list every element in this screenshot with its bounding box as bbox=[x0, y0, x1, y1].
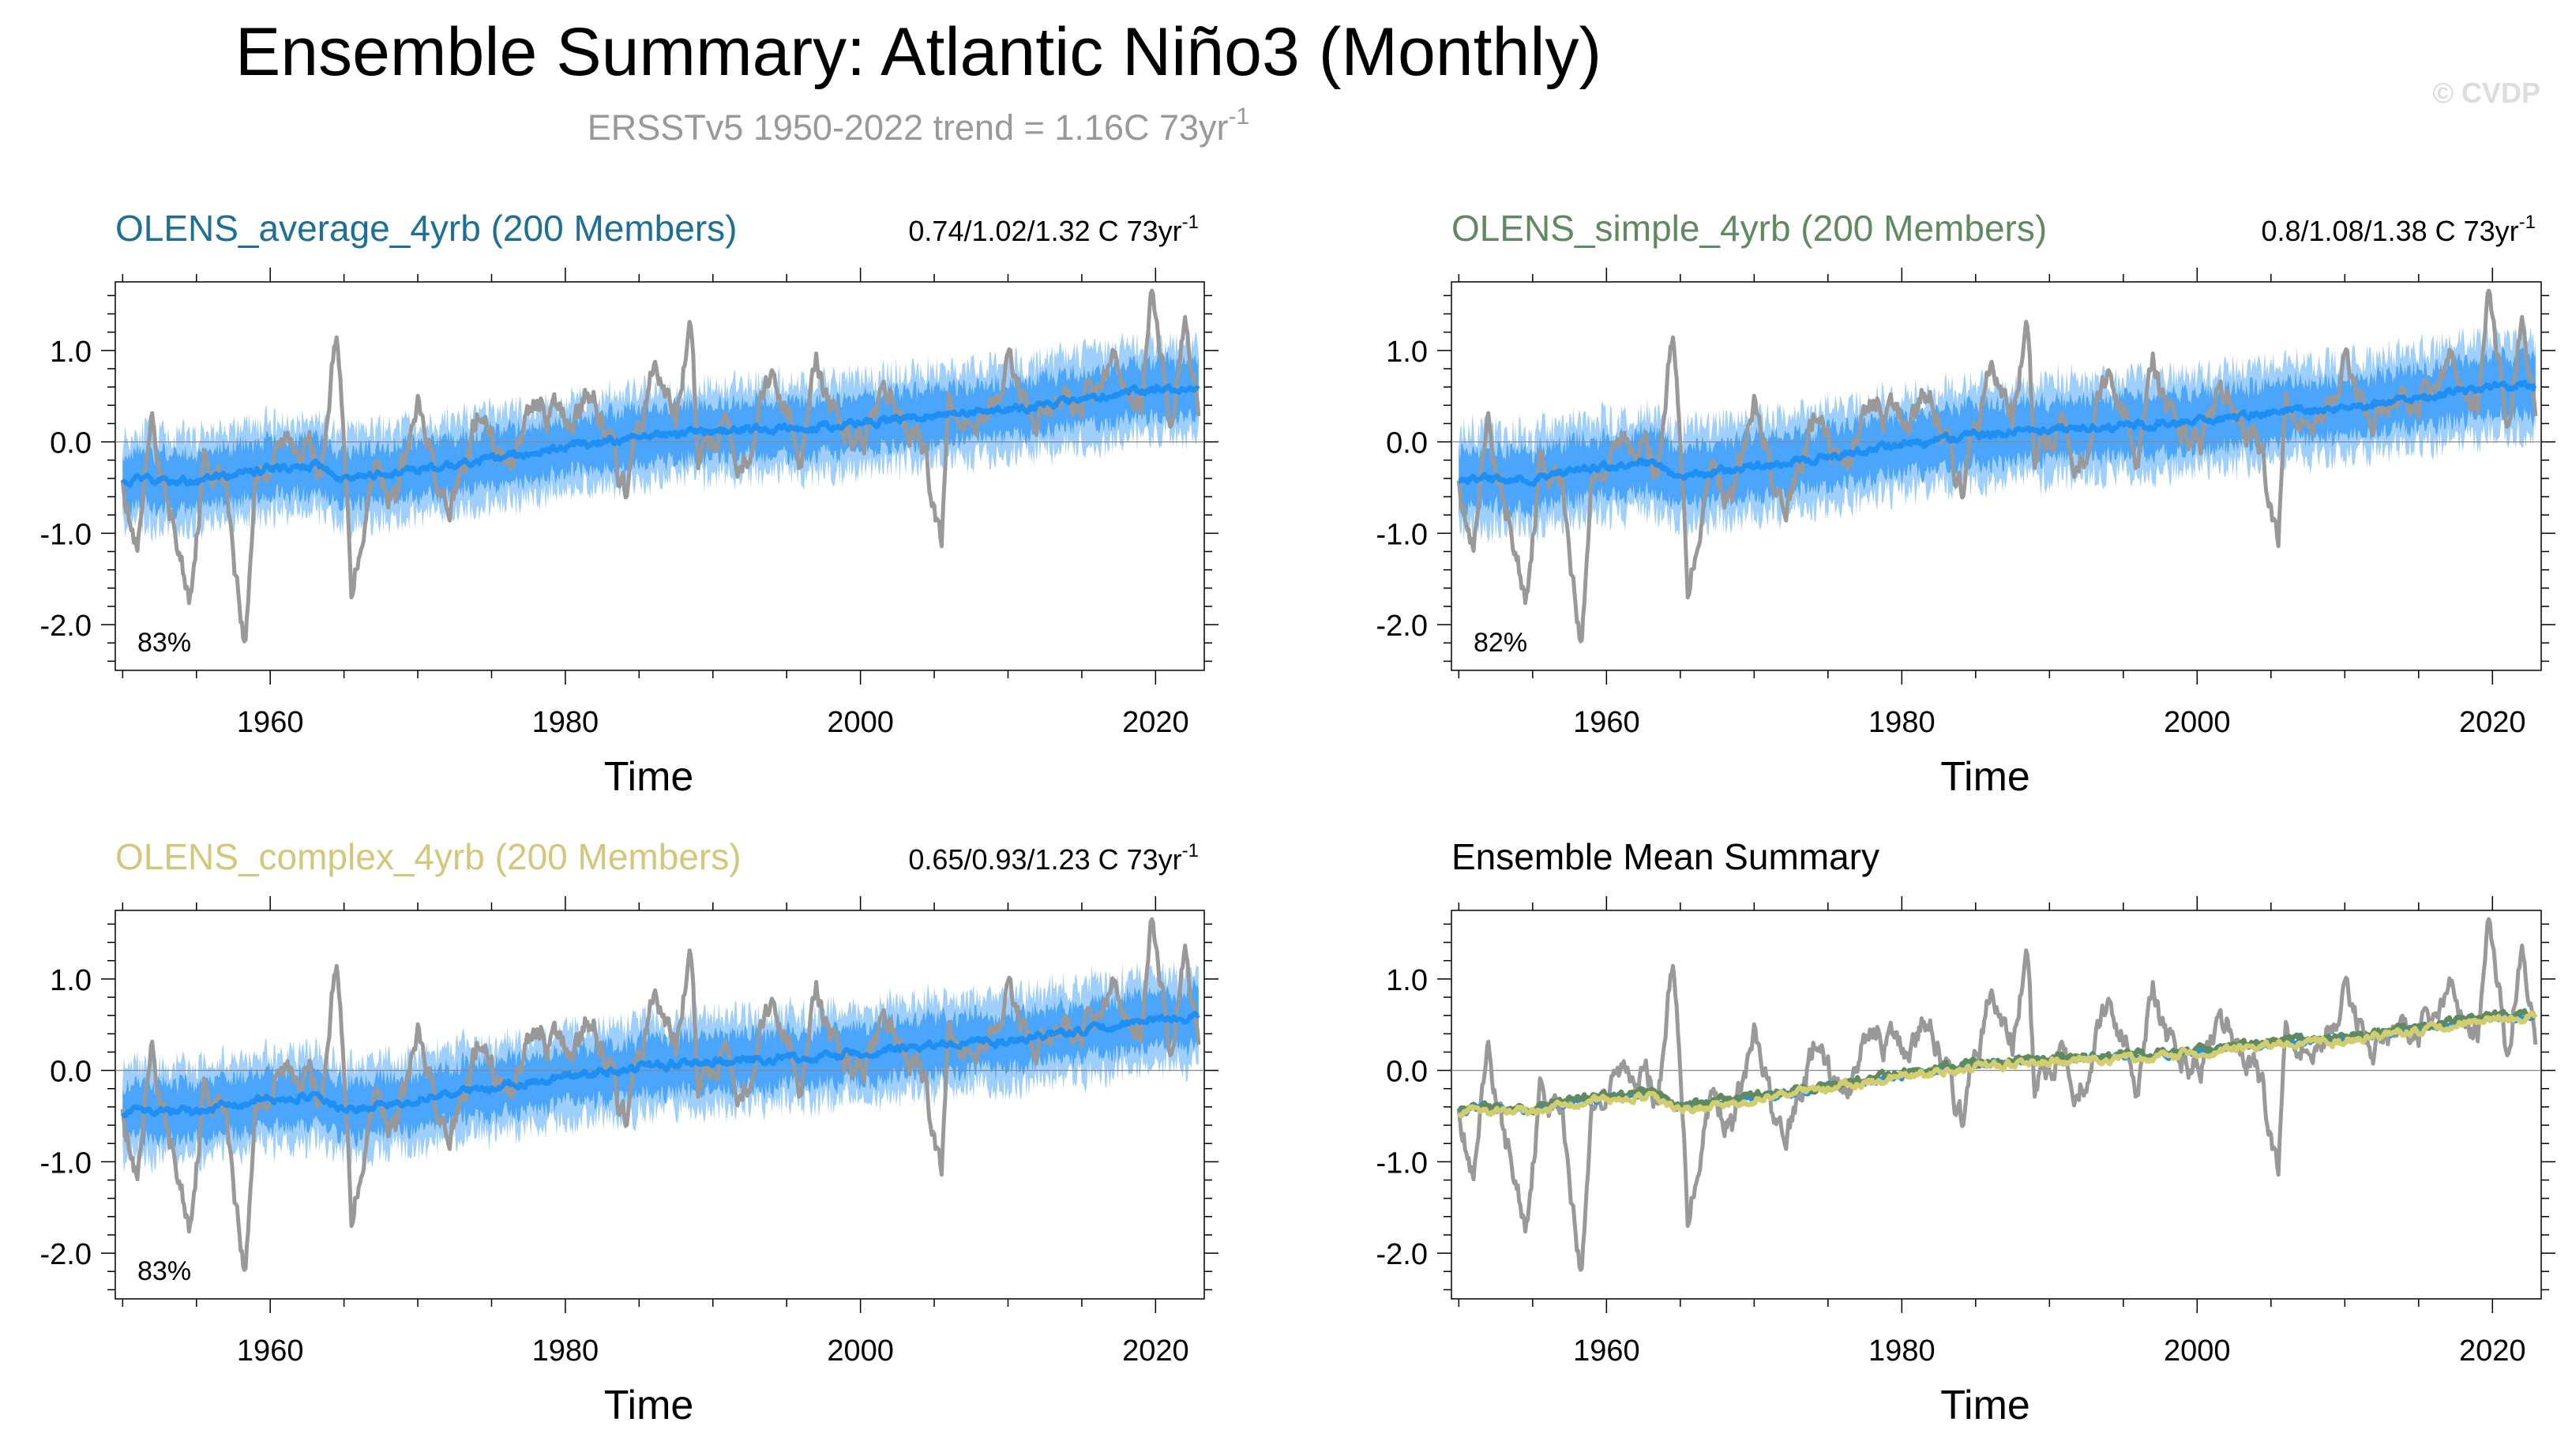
plot-frame bbox=[1451, 910, 2542, 1300]
page-subtitle: ERSSTv5 1950-2022 trend = 1.16C 73yr-1 bbox=[588, 103, 1249, 148]
plot-area bbox=[1451, 917, 2541, 1272]
y-tick-label: 1.0 bbox=[50, 336, 92, 369]
x-tick-label: 2000 bbox=[2164, 1334, 2231, 1368]
x-tick-label: 2020 bbox=[2459, 706, 2526, 739]
x-tick-label: 2000 bbox=[827, 706, 894, 739]
page-subtitle-main: ERSSTv5 1950-2022 trend = 1.16C 73yr bbox=[588, 107, 1229, 148]
panel-average: OLENS_average_4yrb (200 Members) 0.74/1.0… bbox=[40, 208, 1218, 800]
x-tick-label: 1960 bbox=[237, 1334, 304, 1368]
trend-text-superscript: -1 bbox=[1182, 212, 1199, 233]
series-ensemble-mean bbox=[120, 1011, 1200, 1119]
y-tick-label: 1.0 bbox=[1386, 336, 1428, 369]
series-ensemble-mean bbox=[1457, 379, 2537, 487]
x-tick-label: 2000 bbox=[827, 1334, 894, 1368]
x-axis-label: Time bbox=[604, 754, 694, 800]
panel-title: Ensemble Mean Summary bbox=[1451, 836, 1879, 877]
series-observations bbox=[120, 917, 1201, 1272]
x-axis-label: Time bbox=[1940, 754, 2030, 800]
y-tick-label: -2.0 bbox=[1376, 1238, 1428, 1271]
trend-text: 0.65/0.93/1.23 C 73yr-1 bbox=[908, 840, 1199, 876]
y-tick-label: -2.0 bbox=[40, 1238, 92, 1271]
y-tick-label: -1.0 bbox=[40, 1146, 92, 1180]
x-tick-label: 2020 bbox=[1122, 1334, 1189, 1368]
y-tick-label: 0.0 bbox=[1386, 1056, 1428, 1089]
trend-text-main: 0.74/1.02/1.32 C 73yr bbox=[908, 215, 1181, 247]
percent-label: 83% bbox=[137, 628, 191, 658]
page-subtitle-superscript: -1 bbox=[1229, 103, 1250, 129]
x-tick-label: 1980 bbox=[532, 706, 599, 739]
trend-text-superscript: -1 bbox=[2519, 212, 2536, 233]
series-observations bbox=[120, 288, 1201, 644]
plot-frame bbox=[115, 281, 1205, 671]
y-tick-label: -1.0 bbox=[40, 518, 92, 551]
x-tick-label: 1960 bbox=[1573, 706, 1640, 739]
page-title: Ensemble Summary: Atlantic Niño3 (Monthl… bbox=[235, 14, 1601, 90]
trend-text: 0.8/1.08/1.38 C 73yr-1 bbox=[2261, 212, 2536, 247]
y-tick-label: -1.0 bbox=[1376, 518, 1428, 551]
panel-title: OLENS_simple_4yrb (200 Members) bbox=[1451, 208, 2047, 249]
plot-frame bbox=[1451, 281, 2542, 671]
panel-title: OLENS_average_4yrb (200 Members) bbox=[115, 208, 737, 249]
series-ensemble-mean bbox=[120, 383, 1200, 488]
y-tick-label: 0.0 bbox=[1386, 427, 1428, 460]
x-tick-label: 2020 bbox=[1122, 706, 1189, 739]
x-tick-label: 1980 bbox=[532, 1334, 599, 1368]
series-mean-simple bbox=[1457, 1008, 2537, 1116]
x-tick-label: 1980 bbox=[1868, 706, 1936, 739]
plot-area bbox=[115, 917, 1204, 1272]
y-tick-label: 1.0 bbox=[1386, 964, 1428, 997]
x-tick-label: 1980 bbox=[1868, 1334, 1936, 1368]
panel-title: OLENS_complex_4yrb (200 Members) bbox=[115, 836, 742, 877]
plot-area bbox=[1451, 288, 2541, 644]
panel-complex: OLENS_complex_4yrb (200 Members) 0.65/0.9… bbox=[40, 836, 1218, 1428]
trend-text-main: 0.65/0.93/1.23 C 73yr bbox=[908, 843, 1181, 876]
panel-mean-summary: Ensemble Mean Summary 1.0 0.0 -1.0 -2.0 1960 1… bbox=[1376, 836, 2555, 1428]
panel-simple: OLENS_simple_4yrb (200 Members) 0.8/1.08/… bbox=[1376, 208, 2555, 800]
trend-text-main: 0.8/1.08/1.38 C 73yr bbox=[2261, 215, 2518, 247]
plot-frame bbox=[115, 910, 1205, 1300]
x-axis-label: Time bbox=[1940, 1383, 2030, 1428]
y-tick-label: 0.0 bbox=[50, 427, 92, 460]
y-tick-label: -2.0 bbox=[1376, 610, 1428, 643]
y-tick-label: 1.0 bbox=[50, 964, 92, 997]
percent-label: 83% bbox=[137, 1256, 191, 1286]
plot-area bbox=[115, 288, 1204, 644]
y-tick-label: -1.0 bbox=[1376, 1146, 1428, 1180]
x-tick-label: 1960 bbox=[237, 706, 304, 739]
y-tick-label: -2.0 bbox=[40, 610, 92, 643]
x-tick-label: 2000 bbox=[2164, 706, 2231, 739]
percent-label: 82% bbox=[1474, 628, 1527, 658]
x-tick-label: 1960 bbox=[1573, 1334, 1640, 1368]
x-axis-label: Time bbox=[604, 1383, 694, 1428]
series-mean-complex bbox=[1456, 1011, 2537, 1119]
trend-text: 0.74/1.02/1.32 C 73yr-1 bbox=[908, 212, 1199, 247]
trend-text-superscript: -1 bbox=[1182, 840, 1199, 861]
watermark: © CVDP bbox=[2432, 77, 2540, 109]
y-tick-label: 0.0 bbox=[50, 1056, 92, 1089]
x-tick-label: 2020 bbox=[2459, 1334, 2526, 1368]
